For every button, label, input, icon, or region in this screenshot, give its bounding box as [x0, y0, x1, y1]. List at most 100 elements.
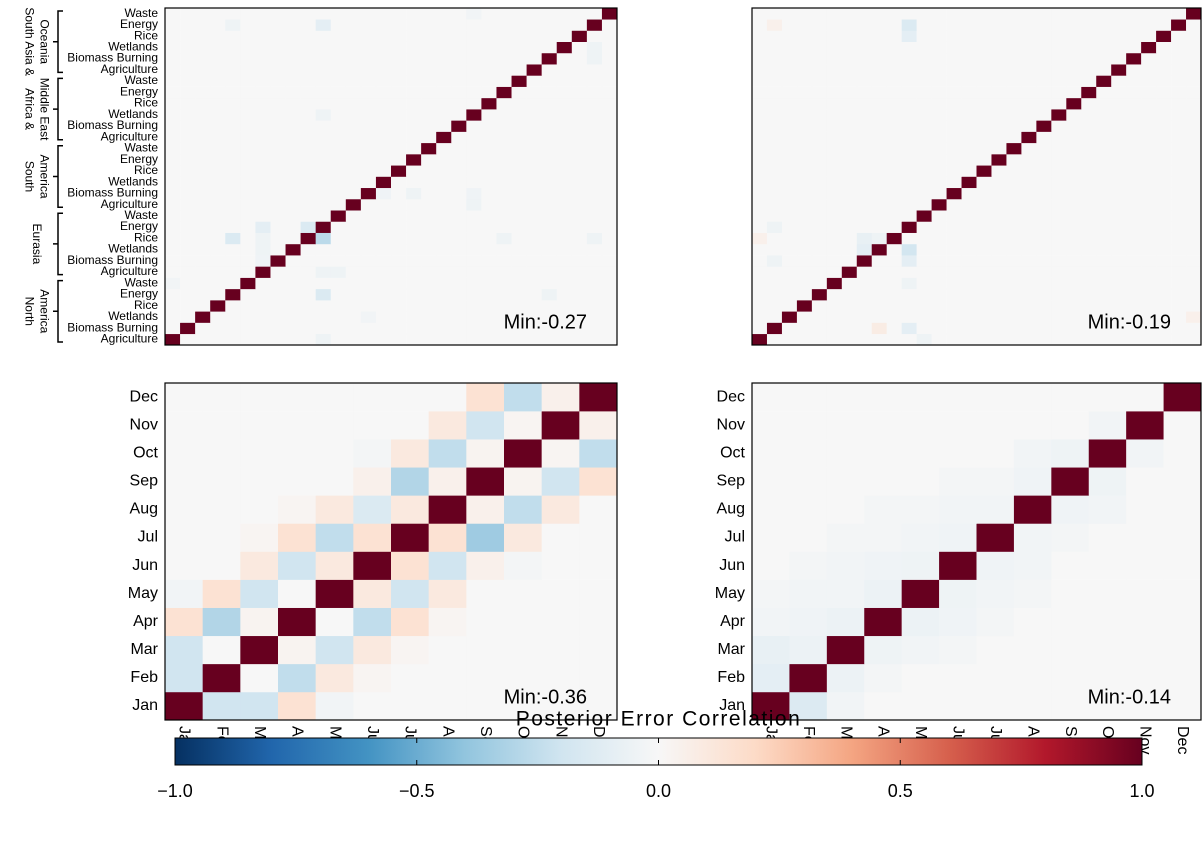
heatmap-cell [1006, 64, 1022, 76]
heatmap-cell [752, 97, 768, 110]
heatmap-cell [841, 19, 858, 31]
heatmap-cell [451, 165, 467, 177]
heatmap-cell [961, 255, 977, 267]
heatmap-cell [526, 8, 542, 20]
heatmap-cell [466, 8, 482, 20]
heatmap-cell [871, 300, 887, 312]
heatmap-cell [571, 300, 588, 312]
heatmap-cell [511, 75, 527, 87]
heatmap-cell [285, 64, 301, 76]
heatmap-cell [210, 165, 226, 177]
heatmap-cell [556, 52, 573, 65]
heatmap-cell [1141, 333, 1157, 346]
heatmap-cell [541, 383, 580, 412]
heatmap-cell [781, 288, 798, 301]
heatmap-cell [240, 383, 279, 412]
heatmap-cell [210, 322, 226, 335]
y-tick-label: Jun [719, 557, 745, 574]
heatmap-cell [931, 97, 947, 110]
heatmap-cell [901, 691, 940, 721]
heatmap-cell [856, 255, 873, 267]
heatmap-cell [315, 467, 354, 496]
heatmap-cell [1126, 142, 1142, 155]
heatmap-cell [916, 41, 932, 54]
heatmap-cell [496, 187, 512, 200]
heatmap-cell [901, 30, 917, 42]
heatmap-cell [1006, 120, 1022, 132]
heatmap-cell [270, 333, 286, 346]
heatmap-cell [1096, 64, 1112, 76]
y-tick-label: Wetlands [108, 242, 158, 256]
heatmap-cell [1081, 97, 1097, 110]
heatmap-cell [796, 165, 813, 177]
heatmap-cell [345, 243, 362, 256]
heatmap-cell [826, 8, 843, 20]
heatmap-cell [195, 41, 211, 54]
heatmap-cell [1096, 333, 1112, 346]
heatmap-cell [436, 243, 452, 256]
heatmap-cell [165, 142, 181, 155]
heatmap-cell [300, 75, 316, 87]
heatmap-cell [811, 154, 828, 166]
heatmap-cell [496, 86, 512, 99]
heatmap-cell [195, 154, 211, 166]
heatmap-cell [886, 176, 902, 189]
heatmap-cell [1126, 30, 1142, 42]
heatmap-cell [811, 120, 828, 132]
heatmap-cell [285, 311, 301, 323]
heatmap-cell [375, 210, 392, 222]
heatmap-cell [225, 109, 241, 121]
heatmap-cell [270, 41, 286, 54]
heatmap-cell [466, 288, 482, 301]
heatmap-cell [789, 411, 828, 440]
heatmap-cell [421, 120, 437, 132]
heatmap-cell [841, 142, 858, 155]
heatmap-cell [556, 165, 573, 177]
heatmap-cell [526, 30, 542, 42]
heatmap-cell [916, 333, 932, 346]
heatmap-cell [781, 154, 798, 166]
heatmap-cell [391, 495, 429, 524]
heatmap-cell [1126, 75, 1142, 87]
heatmap-cell [901, 288, 917, 301]
heatmap-cell [315, 154, 332, 166]
heatmap-cell [1111, 333, 1127, 346]
heatmap-cell [1096, 41, 1112, 54]
heatmap-cell [165, 266, 181, 278]
heatmap-cell [856, 120, 873, 132]
heatmap-cell [195, 120, 211, 132]
min-annotation: Min:-0.27 [504, 311, 587, 333]
heatmap-cell [526, 154, 542, 166]
heatmap-cell [556, 277, 573, 290]
heatmap-cell [315, 41, 332, 54]
heatmap-cell [466, 551, 505, 580]
heatmap-cell [202, 551, 241, 580]
heatmap-cell [781, 131, 798, 144]
heatmap-cell [796, 187, 813, 200]
heatmap-cell [165, 691, 203, 721]
heatmap-cell [240, 154, 256, 166]
heatmap-cell [1171, 131, 1187, 144]
heatmap-cell [202, 495, 241, 524]
heatmap-cell [496, 8, 512, 20]
heatmap-cell [796, 221, 813, 233]
heatmap-cell [886, 187, 902, 200]
heatmap-cell [766, 52, 783, 65]
heatmap-cell [210, 131, 226, 144]
heatmap-cell [353, 663, 392, 693]
heatmap-cell [1141, 86, 1157, 99]
heatmap-cell [428, 467, 467, 496]
heatmap-cell [255, 41, 271, 54]
heatmap-cell [1096, 288, 1112, 301]
heatmap-cell [1066, 198, 1082, 211]
heatmap-cell [856, 142, 873, 155]
heatmap-cell [1126, 210, 1142, 222]
heatmap-cell [871, 120, 887, 132]
heatmap-cell [436, 277, 452, 290]
heatmap-cell [752, 187, 768, 200]
heatmap-cell [1081, 221, 1097, 233]
heatmap-cell [1066, 255, 1082, 267]
heatmap-cell [270, 131, 286, 144]
heatmap-cell [360, 187, 377, 200]
heatmap-cell [1021, 75, 1037, 87]
